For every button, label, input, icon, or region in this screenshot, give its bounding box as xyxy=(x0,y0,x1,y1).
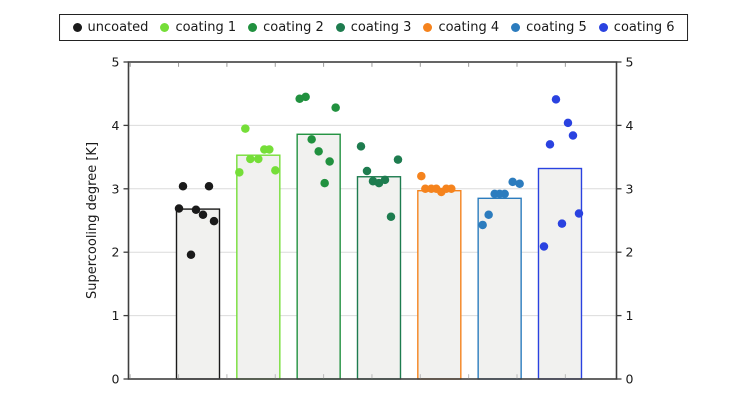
scatter-point-coating-5 xyxy=(500,189,509,199)
legend-swatch-icon xyxy=(511,23,521,32)
bar-coating-2 xyxy=(296,133,341,380)
scatter-point-coating-4 xyxy=(421,184,430,194)
scatter-point-uncoated xyxy=(186,250,196,259)
bar-coating-6 xyxy=(537,167,583,380)
legend-swatch-icon xyxy=(423,23,433,32)
scatter-point-coating-3 xyxy=(362,166,372,176)
y-tick-label-left-3: 3 xyxy=(112,181,120,196)
scatter-point-coating-1 xyxy=(254,154,263,164)
legend-item-coating-4: coating 4 xyxy=(423,21,499,34)
scatter-point-uncoated xyxy=(209,216,219,226)
legend-swatch-icon xyxy=(598,23,608,32)
bar-coating-4 xyxy=(417,190,462,380)
scatter-point-coating-1 xyxy=(271,166,280,175)
scatter-point-coating-5 xyxy=(508,177,517,187)
scatter-point-coating-6 xyxy=(574,209,584,218)
y-tick-label-right-1: 1 xyxy=(626,308,634,323)
scatter-point-coating-1 xyxy=(265,145,274,154)
scatter-point-coating-6 xyxy=(563,118,573,128)
scatter-point-uncoated xyxy=(174,204,184,213)
legend-swatch-icon xyxy=(248,23,258,32)
y-axis-label: Supercooling degree [K] xyxy=(85,142,100,299)
bar-coating-3 xyxy=(356,176,402,380)
scatter-point-coating-6 xyxy=(568,131,578,140)
scatter-point-coating-6 xyxy=(551,95,561,104)
legend-label: coating 2 xyxy=(263,20,324,35)
scatter-point-coating-2 xyxy=(295,94,304,104)
scatter-point-coating-6 xyxy=(545,140,555,149)
scatter-point-coating-2 xyxy=(307,135,316,144)
legend-label: coating 5 xyxy=(526,20,587,35)
legend-swatch-icon xyxy=(72,23,82,32)
legend-item-coating-2: coating 2 xyxy=(248,21,324,34)
scatter-point-coating-5 xyxy=(515,179,524,188)
y-tick-label-right-0: 0 xyxy=(626,372,634,387)
scatter-point-coating-2 xyxy=(325,157,334,166)
scatter-point-coating-3 xyxy=(393,155,403,164)
y-tick-label-right-5: 5 xyxy=(626,55,634,70)
scatter-point-uncoated xyxy=(198,210,208,220)
legend-label: uncoated xyxy=(87,20,149,35)
legend-label: coating 1 xyxy=(175,20,237,35)
legend-item-coating-5: coating 5 xyxy=(511,21,587,34)
scatter-point-coating-4 xyxy=(417,171,426,181)
legend-label: coating 6 xyxy=(613,20,675,35)
plot-frame xyxy=(127,61,618,380)
scatter-point-coating-1 xyxy=(235,168,244,177)
y-tick-label-left-0: 0 xyxy=(112,372,120,387)
scatter-point-coating-6 xyxy=(539,242,549,251)
scatter-point-coating-6 xyxy=(557,219,567,228)
scatter-point-coating-3 xyxy=(356,142,366,151)
scatter-point-coating-4 xyxy=(447,184,456,194)
scatter-point-coating-5 xyxy=(478,220,487,230)
y-tick-label-left-4: 4 xyxy=(112,118,120,133)
y-tick-label-right-2: 2 xyxy=(626,245,634,260)
legend-label: coating 3 xyxy=(350,20,412,35)
bar-coating-1 xyxy=(236,154,281,380)
legend-item-coating-6: coating 6 xyxy=(598,20,675,35)
y-tick-label-left-1: 1 xyxy=(112,308,120,323)
legend-item-uncoated: uncoated xyxy=(72,20,149,35)
chart-legend: uncoated coating 1 coating 2 coating 3 coati… xyxy=(58,14,689,41)
legend-swatch-icon xyxy=(160,23,170,32)
scatter-point-coating-3 xyxy=(380,175,390,185)
bar-coating-5 xyxy=(477,197,522,380)
scatter-point-coating-1 xyxy=(246,154,255,164)
legend-item-coating-1: coating 1 xyxy=(160,21,236,34)
scatter-point-coating-5 xyxy=(484,210,493,220)
legend-label: coating 4 xyxy=(438,20,500,35)
scatter-point-coating-2 xyxy=(314,147,323,156)
scatter-point-coating-2 xyxy=(320,178,329,188)
y-tick-label-left-5: 5 xyxy=(112,55,120,70)
scatter-point-coating-1 xyxy=(241,124,250,133)
legend-swatch-icon xyxy=(335,23,345,32)
legend-item-coating-3: coating 3 xyxy=(335,20,412,35)
y-tick-label-left-2: 2 xyxy=(112,245,120,260)
scatter-point-uncoated xyxy=(178,182,188,191)
bar-uncoated xyxy=(175,208,221,380)
scatter-point-uncoated xyxy=(204,182,214,191)
scatter-point-uncoated xyxy=(191,205,201,214)
y-tick-label-right-3: 3 xyxy=(626,181,634,196)
scatter-point-coating-2 xyxy=(331,103,340,112)
y-tick-label-right-4: 4 xyxy=(626,118,634,133)
scatter-point-coating-3 xyxy=(386,212,396,221)
